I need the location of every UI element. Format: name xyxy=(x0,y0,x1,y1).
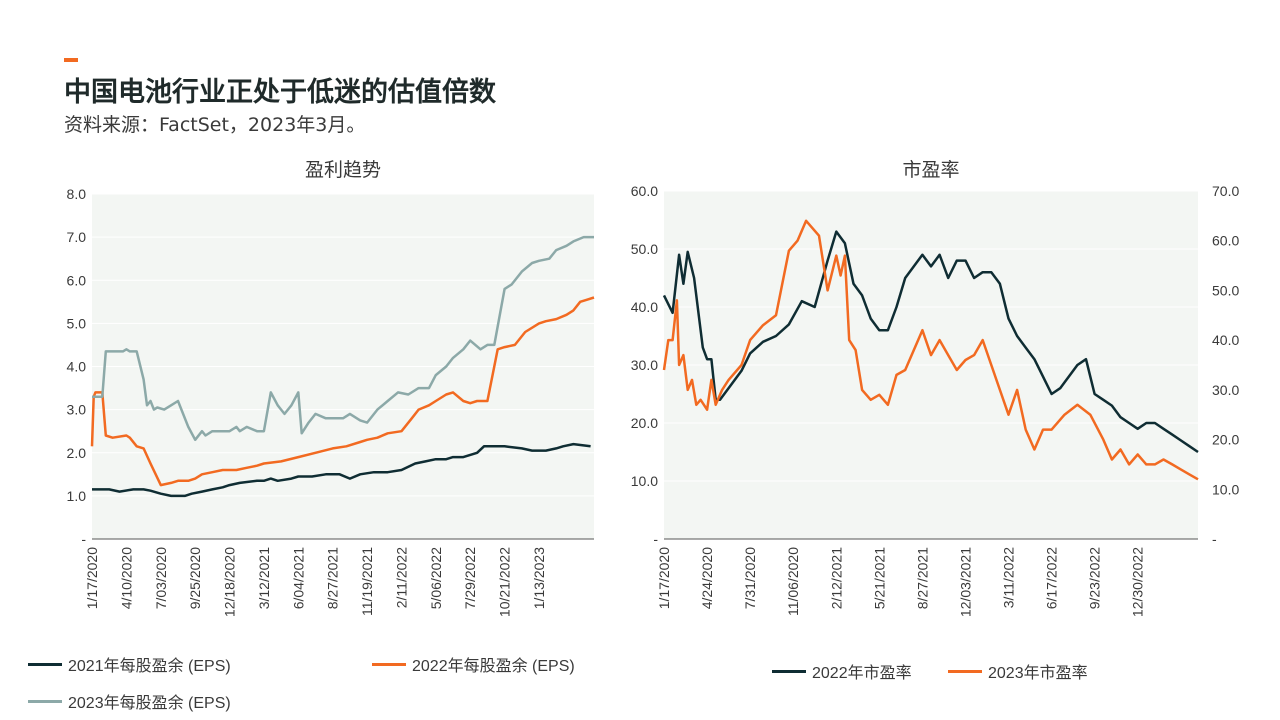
eps-x-tick-label: 10/21/2022 xyxy=(497,547,513,617)
eps-series-line-1 xyxy=(92,442,591,498)
pe-y-right-tick-label: 30.0 xyxy=(1212,382,1239,398)
pe-y-right-tick-label: 20.0 xyxy=(1212,432,1239,448)
pe-x-tick-label: 1/17/2020 xyxy=(656,547,672,609)
pe-y-tick-label: 50.0 xyxy=(631,241,658,257)
pe-x-tick-label: 4/24/2020 xyxy=(699,547,715,609)
legend-swatch-pe-2023 xyxy=(948,669,982,673)
legend-swatch-eps-2021 xyxy=(28,662,62,666)
page-title: 中国电池行业正处于低迷的估值倍数 xyxy=(64,77,496,108)
pe-x-tick-label: 11/06/2020 xyxy=(785,547,801,616)
eps-x-tick-label: 1/17/2020 xyxy=(84,547,100,609)
eps-x-tick-label: 11/19/2021 xyxy=(359,547,375,616)
eps-series-line-2 xyxy=(90,296,595,487)
legend-label-eps-2022: 2022年每股盈余 (EPS) xyxy=(412,658,575,675)
pe-y-right-tick-label: 10.0 xyxy=(1212,481,1239,497)
eps-y-tick-label: 8.0 xyxy=(67,186,87,202)
legend-swatch-eps-2023 xyxy=(28,699,62,703)
eps-y-tick-label: 6.0 xyxy=(67,272,87,288)
page-subtitle: 资料来源：FactSet，2023年3月。 xyxy=(64,114,366,136)
pe-y-right-tick-label: 50.0 xyxy=(1212,282,1239,298)
pe-y-tick-label: 30.0 xyxy=(631,357,658,373)
eps-y-tick-label: 3.0 xyxy=(67,402,87,418)
eps-x-tick-label: 3/12/2021 xyxy=(256,547,272,609)
pe-x-tick-label: 3/11/2022 xyxy=(1001,547,1017,608)
legend-label-pe-2023: 2023年市盈率 xyxy=(988,665,1088,682)
eps-y-tick-label: 4.0 xyxy=(67,359,87,375)
pe-x-tick-label: 8/27/2021 xyxy=(914,547,930,609)
pe-x-tick-label: 2/12/2021 xyxy=(828,547,844,609)
legend-pe-2022: 2022年市盈率 xyxy=(772,659,912,683)
pe-x-tick-label: 5/21/2021 xyxy=(871,547,887,609)
eps-y-tick-label: 5.0 xyxy=(67,315,87,331)
eps-x-tick-label: 9/25/2020 xyxy=(187,547,203,609)
pe-y-right-tick-label: 40.0 xyxy=(1212,332,1239,348)
eps-x-tick-label: 7/03/2020 xyxy=(153,547,169,609)
pe-chart-title: 市盈率 xyxy=(902,159,960,181)
eps-x-tick-label: 2/11/2022 xyxy=(393,547,409,608)
legend-label-pe-2022: 2022年市盈率 xyxy=(812,665,912,682)
eps-x-tick-label: 6/04/2021 xyxy=(290,547,306,609)
pe-x-tick-label: 9/23/2022 xyxy=(1087,547,1103,609)
pe-x-tick-label: 6/17/2022 xyxy=(1044,547,1060,609)
pe-series-line-1 xyxy=(662,230,1199,454)
legend-swatch-pe-2022 xyxy=(772,669,806,673)
pe-y-tick-label: 60.0 xyxy=(631,183,658,199)
legend-eps-2021: 2021年每股盈余 (EPS) xyxy=(28,652,231,676)
eps-series-line-3 xyxy=(92,235,594,442)
eps-x-tick-label: 12/18/2020 xyxy=(222,547,238,617)
pe-y-right-tick-label: 60.0 xyxy=(1212,233,1239,249)
title-accent-bar xyxy=(64,58,78,62)
eps-x-tick-label: 8/27/2021 xyxy=(325,547,341,609)
eps-y-tick-label: 7.0 xyxy=(67,229,87,245)
pe-x-tick-label: 7/31/2020 xyxy=(742,547,758,609)
eps-y-tick-label: - xyxy=(81,531,86,547)
legend-eps-2022: 2022年每股盈余 (EPS) xyxy=(372,652,575,676)
eps-chart-title: 盈利趋势 xyxy=(304,159,381,181)
eps-x-tick-label: 1/13/2023 xyxy=(531,547,547,609)
pe-x-tick-label: 12/30/2022 xyxy=(1130,547,1146,617)
pe-y-tick-label: 10.0 xyxy=(631,473,658,489)
legend-label-eps-2023: 2023年每股盈余 (EPS) xyxy=(68,695,231,712)
legend-eps-2023: 2023年每股盈余 (EPS) xyxy=(28,689,231,713)
eps-x-tick-label: 5/06/2022 xyxy=(428,547,444,609)
legend-swatch-eps-2022 xyxy=(372,662,406,666)
pe-series-line-2 xyxy=(662,219,1199,481)
pe-y-tick-label: 40.0 xyxy=(631,299,658,315)
pe-y-tick-label: - xyxy=(653,531,658,547)
pe-x-tick-label: 12/03/2021 xyxy=(957,547,973,617)
pe-y-tick-label: 20.0 xyxy=(631,415,658,431)
eps-y-tick-label: 2.0 xyxy=(67,445,87,461)
pe-y-right-tick-label: 70.0 xyxy=(1212,183,1239,199)
pe-y-right-tick-label: - xyxy=(1212,531,1217,547)
eps-x-tick-label: 4/10/2020 xyxy=(118,547,134,609)
legend-label-eps-2021: 2021年每股盈余 (EPS) xyxy=(68,658,231,675)
eps-y-tick-label: 1.0 xyxy=(67,488,87,504)
legend-pe-2023: 2023年市盈率 xyxy=(948,659,1088,683)
eps-x-tick-label: 7/29/2022 xyxy=(462,547,478,609)
